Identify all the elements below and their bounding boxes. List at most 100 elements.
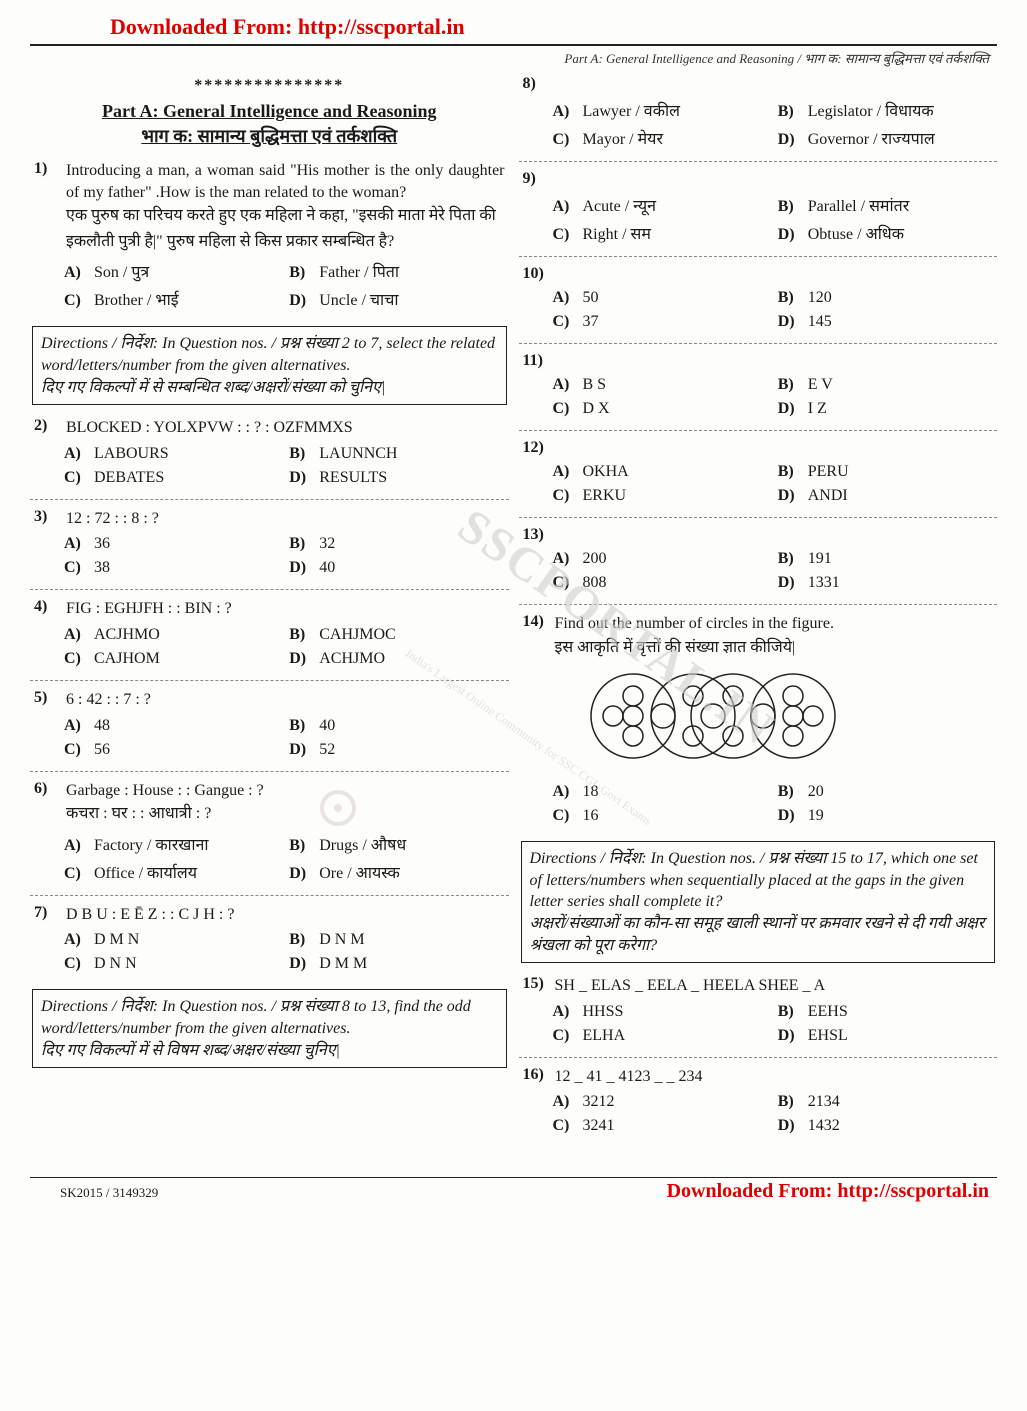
q12-b: PERU (808, 463, 849, 481)
question-14: 14) Find out the number of circles in th… (519, 609, 998, 833)
directions-2-7: Directions / निर्देश: In Question nos. /… (32, 326, 507, 405)
q11-a: B S (583, 376, 607, 394)
q3-b: 32 (319, 535, 335, 553)
q8-num: 8) (523, 75, 549, 93)
q4-b: CAHJMOC (319, 626, 395, 644)
directions-15-17: Directions / निर्देश: In Question nos. /… (521, 841, 996, 963)
section-stars: *************** (30, 71, 509, 99)
q1-opt-a: Son / पुत्र (94, 260, 149, 282)
question-1: 1) Introducing a man, a woman said "His … (30, 156, 509, 318)
question-11: 11) A)B S B)E V C)D X D)I Z (519, 348, 998, 426)
q1-opt-b: Father / पिता (319, 260, 399, 282)
q10-a: 50 (583, 289, 599, 307)
q6-num: 6) (34, 780, 60, 802)
q2-b: LAUNNCH (319, 445, 397, 463)
q2-num: 2) (34, 417, 60, 439)
q13-b: 191 (808, 550, 832, 568)
q3-text: 12 : 72 : : 8 : ? (66, 508, 505, 530)
q13-num: 13) (523, 526, 549, 544)
q16-a: 3212 (583, 1093, 615, 1111)
question-6: 6) Garbage : House : : Gangue : ? कचरा :… (30, 776, 509, 891)
q10-b: 120 (808, 289, 832, 307)
q13-c: 808 (583, 574, 607, 592)
q2-a: LABOURS (94, 445, 169, 463)
question-3: 3) 12 : 72 : : 8 : ? A)36 B)32 C)38 D)40 (30, 504, 509, 586)
question-5: 5) 6 : 42 : : 7 : ? A)48 B)40 C)56 D)52 (30, 685, 509, 767)
q11-d: I Z (808, 400, 827, 418)
q3-d: 40 (319, 559, 335, 577)
top-rule (30, 44, 997, 46)
q2-c: DEBATES (94, 469, 164, 487)
q15-c: ELHA (583, 1027, 626, 1045)
q3-num: 3) (34, 508, 60, 530)
q6-b: Drugs / औषध (319, 833, 406, 855)
q15-text: SH _ ELAS _ EELA _ HEELA SHEE _ A (555, 975, 994, 997)
q3-a: 36 (94, 535, 110, 553)
q7-a: D M N (94, 931, 139, 949)
q5-a: 48 (94, 717, 110, 735)
question-15: 15) SH _ ELAS _ EELA _ HEELA SHEE _ A A)… (519, 971, 998, 1053)
q9-c: Right / सम (583, 222, 651, 244)
q5-d: 52 (319, 741, 335, 759)
q1-text-hi: एक पुरुष का परिचय करते हुए एक महिला ने क… (66, 203, 505, 254)
q12-c: ERKU (583, 487, 627, 505)
question-9: 9) A)Acute / न्यून B)Parallel / समांतर C… (519, 166, 998, 252)
q16-c: 3241 (583, 1117, 615, 1135)
dir1-hi: दिए गए विकल्पों में से सम्बन्धित शब्द/अक… (41, 379, 385, 396)
q4-c: CAJHOM (94, 650, 160, 668)
q6-a: Factory / कारखाना (94, 833, 209, 855)
q4-text: FIG : EGHJFH : : BIN : ? (66, 598, 505, 620)
question-4: 4) FIG : EGHJFH : : BIN : ? A)ACJHMO B)C… (30, 594, 509, 676)
q6-d: Ore / आयस्क (319, 861, 400, 883)
dir2-en: Directions / निर्देश: In Question nos. /… (41, 998, 471, 1037)
q5-c: 56 (94, 741, 110, 759)
q14-figure (583, 666, 843, 766)
q5-b: 40 (319, 717, 335, 735)
dir1-en: Directions / निर्देश: In Question nos. /… (41, 335, 495, 374)
q2-d: RESULTS (319, 469, 387, 487)
page: Downloaded From: http://sscportal.in Par… (30, 10, 997, 1203)
q6-text-en: Garbage : House : : Gangue : ? (66, 780, 505, 802)
q16-num: 16) (523, 1066, 549, 1088)
question-13: 13) A)200 B)191 C)808 D)1331 (519, 522, 998, 600)
footer: SK2015 / 3149329 Downloaded From: http:/… (30, 1178, 997, 1203)
q2-text: BLOCKED : YOLXPVW : : ? : OZFMMXS (66, 417, 505, 439)
q14-text-en: Find out the number of circles in the fi… (555, 613, 994, 635)
q7-c: D N N (94, 955, 137, 973)
q4-d: ACHJMO (319, 650, 385, 668)
q1-opt-d: Uncle / चाचा (319, 288, 398, 310)
q16-b: 2134 (808, 1093, 840, 1111)
q1-text-en: Introducing a man, a woman said "His mot… (66, 160, 505, 203)
q14-d: 19 (808, 807, 824, 825)
page-header-label: Part A: General Intelligence and Reasoni… (30, 47, 997, 71)
question-12: 12) A)OKHA B)PERU C)ERKU D)ANDI (519, 435, 998, 513)
q16-text: 12 _ 41 _ 4123 _ _ 234 (555, 1066, 994, 1088)
directions-8-13: Directions / निर्देश: In Question nos. /… (32, 989, 507, 1068)
right-column: 8) A)Lawyer / वकील B)Legislator / विधायक… (519, 71, 998, 1147)
dir3-en: Directions / निर्देश: In Question nos. /… (530, 850, 978, 910)
q7-num: 7) (34, 904, 60, 926)
q14-b: 20 (808, 783, 824, 801)
q15-num: 15) (523, 975, 549, 997)
q15-a: HHSS (583, 1003, 624, 1021)
q11-c: D X (583, 400, 610, 418)
q14-a: 18 (583, 783, 599, 801)
q12-a: OKHA (583, 463, 629, 481)
q8-a: Lawyer / वकील (583, 99, 680, 121)
q7-b: D N M (319, 931, 364, 949)
section-title-en: Part A: General Intelligence and Reasoni… (30, 99, 509, 124)
q10-d: 145 (808, 313, 832, 331)
question-8: 8) A)Lawyer / वकील B)Legislator / विधायक… (519, 71, 998, 157)
q9-a: Acute / न्यून (583, 194, 657, 216)
q13-d: 1331 (808, 574, 840, 592)
q5-num: 5) (34, 689, 60, 711)
q14-c: 16 (583, 807, 599, 825)
q6-text-hi: कचरा : घर : : आधात्री : ? (66, 801, 505, 827)
q10-c: 37 (583, 313, 599, 331)
q10-num: 10) (523, 265, 549, 283)
question-2: 2) BLOCKED : YOLXPVW : : ? : OZFMMXS A)L… (30, 413, 509, 495)
q13-a: 200 (583, 550, 607, 568)
q11-num: 11) (523, 352, 549, 370)
question-7: 7) D B U : E Ē Z : : C J H : ? A)D M N B… (30, 900, 509, 982)
watermark-dot (320, 790, 356, 826)
